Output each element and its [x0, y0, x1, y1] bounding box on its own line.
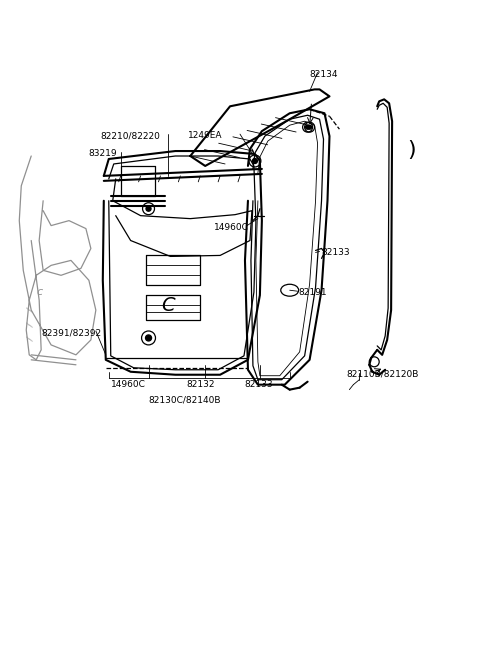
Text: c: c [36, 287, 42, 297]
Text: 82130C/82140B: 82130C/82140B [148, 396, 221, 405]
Text: 82133: 82133 [322, 248, 350, 258]
Text: 1249EA: 1249EA [188, 131, 223, 140]
Circle shape [252, 158, 257, 164]
Circle shape [308, 125, 312, 129]
Text: 82391/82392: 82391/82392 [41, 328, 101, 337]
Text: 14960C: 14960C [111, 380, 145, 389]
Text: /: / [26, 336, 36, 342]
Circle shape [146, 206, 151, 211]
Text: 82132: 82132 [186, 380, 215, 389]
Text: 14960C: 14960C [214, 223, 249, 232]
Text: /: / [26, 321, 36, 327]
Text: 82133: 82133 [244, 380, 273, 389]
Text: 82210/82220: 82210/82220 [101, 131, 161, 140]
Text: C: C [162, 296, 175, 315]
Text: 82110B/82120B: 82110B/82120B [347, 370, 419, 378]
Text: 82191: 82191 [299, 288, 327, 297]
Text: 83219: 83219 [88, 149, 117, 158]
Text: /: / [26, 306, 36, 312]
Circle shape [145, 335, 152, 341]
Text: 82134: 82134 [310, 70, 338, 78]
Circle shape [306, 125, 310, 129]
Text: ): ) [407, 140, 416, 160]
